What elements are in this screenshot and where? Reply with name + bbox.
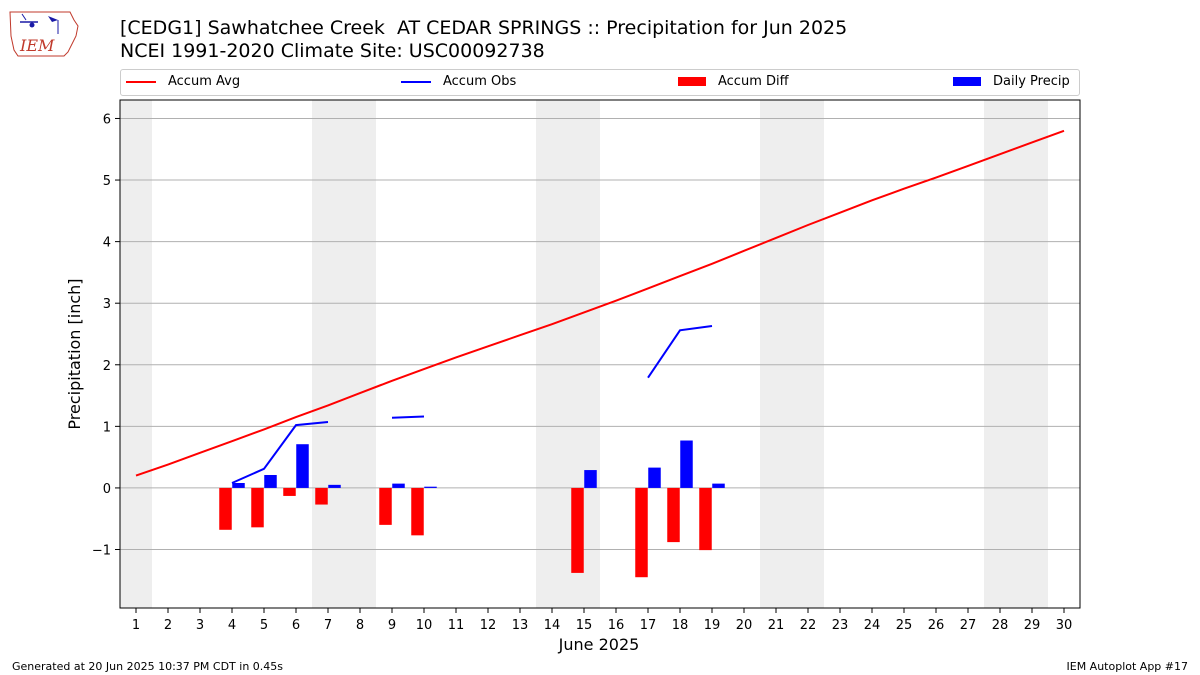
xtick-label-4: 4 (228, 618, 236, 633)
legend-label-accum-avg: Accum Avg (168, 74, 241, 89)
bars (219, 440, 725, 578)
legend-swatch-accum-avg (126, 80, 156, 83)
xtick-label-5: 5 (260, 618, 268, 633)
daily-precip-bar-day-17 (648, 467, 661, 488)
xtick-label-8: 8 (356, 618, 364, 633)
x-axis-label: June 2025 (558, 635, 640, 654)
xtick-label-26: 26 (928, 618, 945, 633)
lines (135, 129, 1065, 484)
ytick-label-2: 2 (103, 359, 111, 374)
ytick-label-5: 5 (103, 174, 111, 189)
ytick-label--1: −1 (92, 544, 111, 559)
daily-precip-bar-day-15 (584, 470, 597, 488)
xtick-label-15: 15 (576, 618, 593, 633)
legend-item-accum-obs: Accum Obs (401, 74, 516, 89)
weekend-shading (120, 100, 1048, 608)
legend-label-daily-precip: Daily Precip (993, 74, 1070, 89)
iem-logo: IEM (8, 6, 80, 58)
logo-text: IEM (19, 36, 55, 55)
legend-item-accum-avg: Accum Avg (126, 74, 240, 89)
xtick-label-30: 30 (1056, 618, 1073, 633)
accum-diff-bar-day-6 (283, 487, 296, 496)
xtick-label-16: 16 (608, 618, 625, 633)
accum-obs-line-segment-1 (391, 415, 425, 419)
xtick-label-24: 24 (864, 618, 881, 633)
accum-obs-line-segment-2 (647, 324, 713, 379)
xtick-label-14: 14 (544, 618, 561, 633)
daily-precip-bar-day-7 (328, 484, 341, 488)
y-axis-label: Precipitation [inch] (65, 278, 84, 429)
accum-diff-bar-day-10 (411, 487, 424, 536)
xtick-label-10: 10 (416, 618, 433, 633)
iowa-map-icon: IEM (9, 11, 79, 57)
xtick-label-7: 7 (324, 618, 332, 633)
legend-item-daily-precip: Daily Precip (953, 74, 1070, 89)
ytick-label-6: 6 (103, 112, 111, 127)
weekend-shade-0 (120, 100, 152, 608)
daily-precip-bar-day-5 (264, 474, 277, 488)
legend-label-accum-diff: Accum Diff (718, 74, 789, 89)
legend-swatch-accum-obs (401, 80, 431, 83)
weekend-shade-3 (760, 100, 824, 608)
xtick-label-28: 28 (992, 618, 1009, 633)
footer-generated: Generated at 20 Jun 2025 10:37 PM CDT in… (12, 660, 284, 673)
weekend-shade-4 (984, 100, 1048, 608)
accum-diff-bar-day-19 (699, 487, 712, 551)
xtick-label-1: 1 (132, 618, 140, 633)
xtick-label-27: 27 (960, 618, 977, 633)
xtick-label-18: 18 (672, 618, 689, 633)
accum-diff-bar-day-18 (667, 487, 680, 543)
accum-avg-line (135, 129, 1065, 477)
daily-precip-bar-day-9 (392, 483, 405, 488)
accum-diff-bar-day-15 (571, 487, 584, 573)
xtick-label-25: 25 (896, 618, 913, 633)
xtick-label-22: 22 (800, 618, 817, 633)
x-axis-ticks: 1 2 3 4 5 6 7 8 9 10 11 12 13 14 15 16 17 18 19 20 21 22 23 24 2… (132, 608, 1072, 633)
footer-app: IEM Autoplot App #17 (1066, 660, 1189, 673)
xtick-label-20: 20 (736, 618, 753, 633)
xtick-label-17: 17 (640, 618, 657, 633)
daily-precip-bar-day-19 (712, 483, 725, 488)
chart-subtitle: NCEI 1991-2020 Climate Site: USC00092738 (120, 40, 545, 62)
legend-swatch-daily-precip (953, 77, 981, 86)
ytick-label-3: 3 (103, 297, 111, 312)
xtick-label-21: 21 (768, 618, 785, 633)
xtick-label-6: 6 (292, 618, 300, 633)
legend-swatch-accum-diff (678, 77, 706, 86)
weekend-shade-2 (536, 100, 600, 608)
weekend-shade-1 (312, 100, 376, 608)
accum-diff-bar-day-9 (379, 487, 392, 525)
accum-diff-bar-day-5 (251, 487, 264, 528)
daily-precip-bar-day-6 (296, 444, 309, 488)
legend-label-accum-obs: Accum Obs (443, 74, 517, 89)
xtick-label-9: 9 (388, 618, 396, 633)
xtick-label-19: 19 (704, 618, 721, 633)
ytick-label-0: 0 (103, 482, 111, 497)
chart-title: [CEDG1] Sawhatchee Creek AT CEDAR SPRING… (120, 17, 848, 39)
xtick-label-3: 3 (196, 618, 204, 633)
y-axis-ticks: −1 0 1 2 3 4 5 6 (92, 112, 120, 559)
accum-diff-bar-day-7 (315, 487, 328, 505)
daily-precip-bar-day-4 (232, 483, 245, 488)
xtick-label-13: 13 (512, 618, 529, 633)
y-gridlines (120, 117, 1080, 551)
legend-item-accum-diff: Accum Diff (678, 74, 789, 89)
plot-frame (119, 99, 1081, 609)
accum-diff-bar-day-17 (635, 487, 648, 578)
accum-diff-bar-day-4 (219, 487, 232, 530)
daily-precip-bar-day-10 (424, 486, 437, 488)
xtick-label-2: 2 (164, 618, 172, 633)
ytick-label-1: 1 (103, 420, 111, 435)
daily-precip-bar-day-18 (680, 440, 693, 488)
legend: Accum Avg Accum Obs Accum Diff Daily Pre… (120, 69, 1080, 96)
xtick-label-23: 23 (832, 618, 849, 633)
xtick-label-29: 29 (1024, 618, 1041, 633)
xtick-label-12: 12 (480, 618, 497, 633)
xtick-label-11: 11 (448, 618, 465, 633)
accum-obs-line-segment-0 (231, 421, 329, 484)
ytick-label-4: 4 (103, 236, 111, 251)
